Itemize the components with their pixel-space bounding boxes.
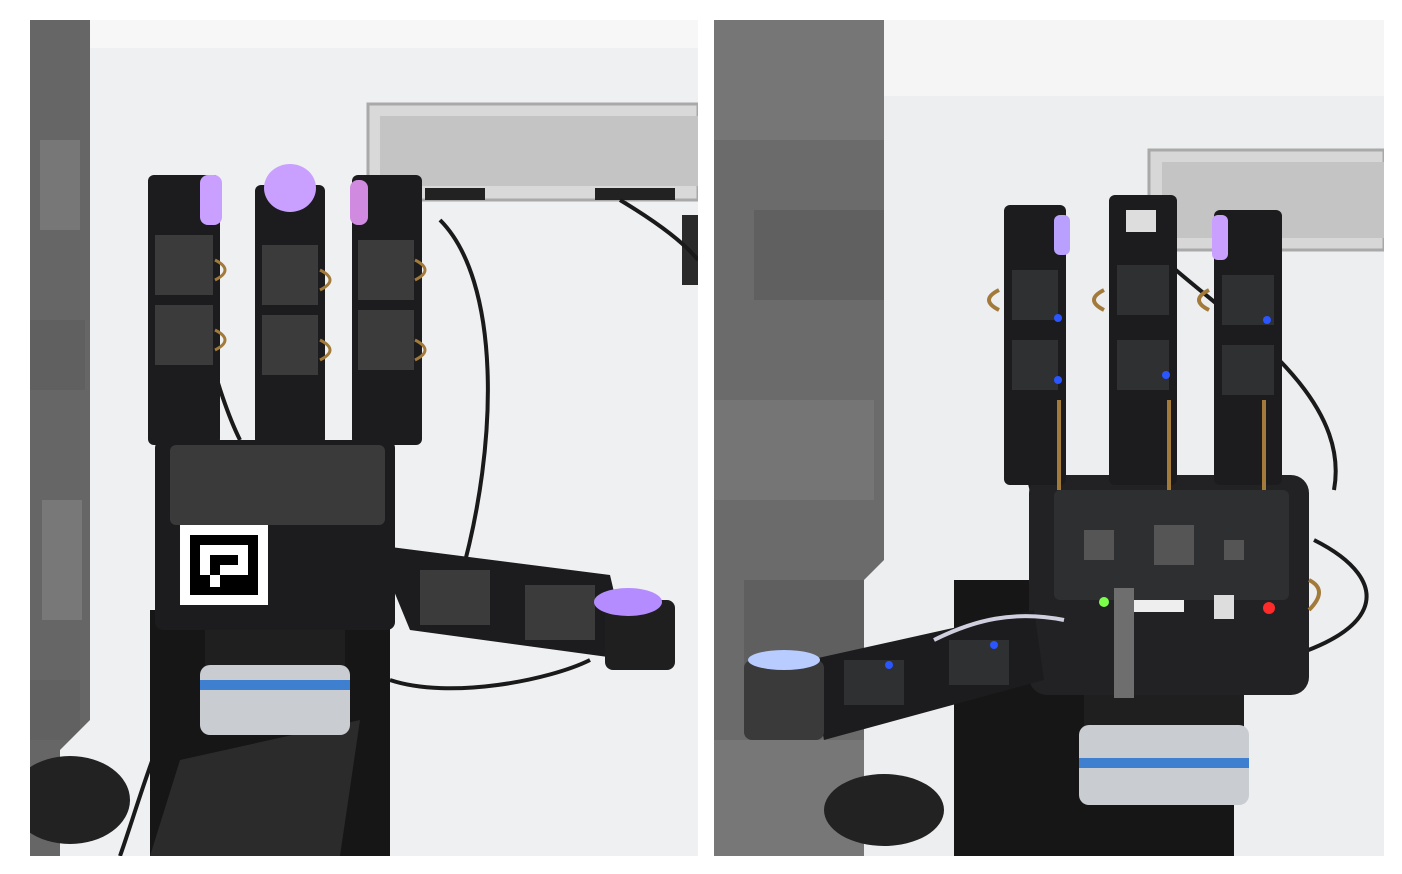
- finger-thumb: [744, 610, 1044, 740]
- finger-middle: [1109, 195, 1177, 485]
- status-led-green: [1099, 597, 1109, 607]
- photo-right-robot-hand-back: [714, 20, 1384, 856]
- finger-ring: [350, 175, 422, 445]
- wrist-silver: [200, 665, 350, 735]
- finger-index: [148, 175, 222, 445]
- stand-box-inner: [380, 116, 698, 186]
- palm-pad: [170, 445, 385, 525]
- flex-cables: [214, 258, 427, 362]
- desk-edge: [90, 20, 698, 48]
- arm-link: [150, 720, 360, 856]
- flex-cables: [987, 288, 1321, 612]
- finger-index: [1004, 205, 1070, 485]
- aruco-marker-pattern: [190, 535, 258, 595]
- stand-slot: [425, 188, 485, 200]
- status-led-red: [1263, 602, 1275, 614]
- carpet-texture: [30, 20, 90, 856]
- photo-left-robot-hand-palm: [30, 20, 698, 856]
- left-photo-illustration: [30, 20, 698, 856]
- pcb-components: [1084, 525, 1244, 619]
- finger-ring: [1212, 210, 1282, 485]
- chair-arm: [30, 756, 130, 844]
- finger-thumb: [375, 545, 675, 670]
- finger-middle: [255, 164, 325, 445]
- chair-arm: [824, 774, 944, 846]
- ribbon-cable: [933, 614, 1065, 642]
- wrist-blue-ring: [1079, 758, 1249, 768]
- desk-upper: [884, 20, 1384, 96]
- usb-cable-connector: [1114, 588, 1134, 698]
- stand-slot-2: [595, 188, 675, 200]
- wrist-blue-ring: [200, 680, 350, 690]
- right-photo-illustration: [714, 20, 1384, 856]
